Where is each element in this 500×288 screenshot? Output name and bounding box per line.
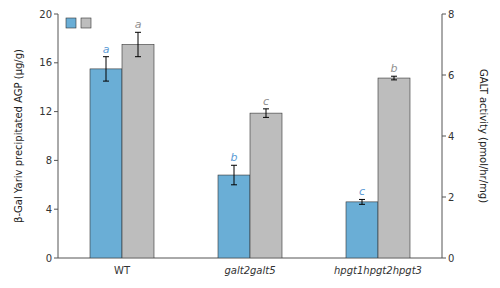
error-bar [391,76,397,80]
y-tick-label: 4 [46,204,52,215]
error-bar [103,57,109,81]
y-axis-label: β-Gal Yariv precipitated AGP (μg/g) [13,49,24,223]
plot-area [90,32,410,258]
legend [66,18,91,28]
error-bar [263,109,269,118]
y-tick-label: 20 [39,9,52,20]
error-cap [231,165,237,166]
y2-tick-label: 8 [448,9,454,20]
error-bar [135,32,141,56]
legend-swatch [81,18,91,28]
y2-tick-label: 2 [448,192,454,203]
y-tick [54,111,58,112]
significance-label: c [359,185,365,198]
y-tick [54,209,58,210]
y-tick-label: 8 [46,155,52,166]
error-stem [394,76,395,80]
significance-label: a [103,43,110,56]
y2-axis-label: GALT activity (pmol/hr/mg) [478,69,489,203]
error-cap [391,76,397,77]
y2-tick-label: 4 [448,131,454,142]
legend-swatch [66,18,76,28]
y-tick [54,14,58,15]
significance-label: c [263,95,269,108]
bar [90,69,122,258]
error-stem [106,57,107,81]
error-cap [135,56,141,57]
significance-label: a [135,18,142,31]
y-tick-label: 0 [46,253,52,264]
significance-labels: a b c a c b [103,18,398,198]
significance-label: b [231,151,238,164]
error-bar [359,199,365,204]
y-tick [54,258,58,259]
error-cap [359,199,365,200]
error-stem [234,165,235,185]
bar [378,78,410,258]
error-cap [135,32,141,33]
bar [346,202,378,258]
y-tick-label: 16 [39,57,52,68]
error-cap [359,204,365,205]
error-cap [391,79,397,80]
y2-tick [442,136,446,137]
bar [250,113,282,258]
y-tick [54,62,58,63]
chart: 0 4 8 12 16 20 0 2 4 6 8 WT galt2galt5 hpgt1hpgt2hpgt… [0,0,500,288]
error-cap [103,81,109,82]
error-cap [263,108,269,109]
significance-label: b [391,62,398,75]
y2-tick [442,258,446,259]
error-stem [362,199,363,204]
y2-tick [442,14,446,15]
x-tick-label: galt2galt5 [224,265,275,276]
error-cap [263,117,269,118]
x-tick-label: WT [114,265,131,276]
bar [122,45,154,259]
y2-tick [442,75,446,76]
error-stem [138,32,139,56]
x-tick-label: hpgt1hpgt2hpgt3 [334,265,422,276]
y2-tick-label: 6 [448,70,454,81]
y-tick [54,160,58,161]
y2-tick [442,197,446,198]
error-cap [231,184,237,185]
bar [218,175,250,258]
error-bar [231,165,237,185]
error-stem [266,109,267,118]
y-tick-label: 12 [39,106,52,117]
error-cap [103,56,109,57]
y-axis-line [58,14,59,258]
y2-tick-label: 0 [448,253,454,264]
